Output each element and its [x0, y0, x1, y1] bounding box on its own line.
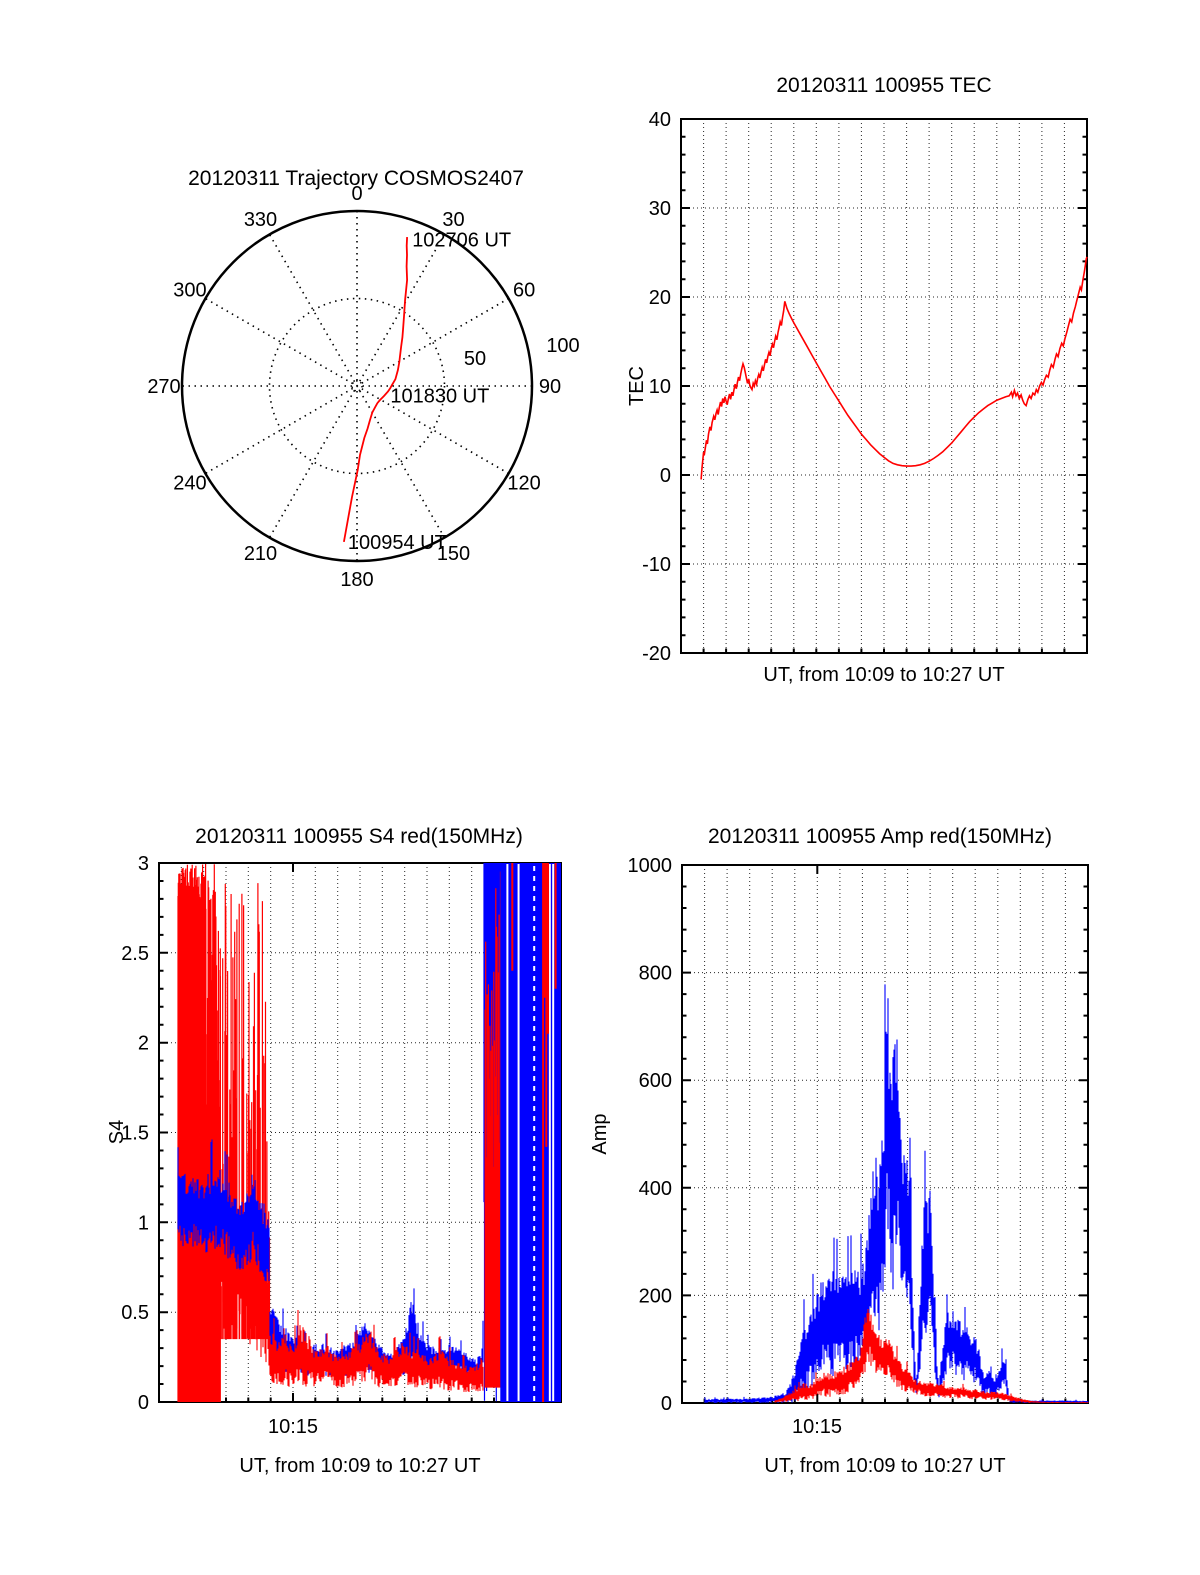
trajectory-render-layer: 0 30 60 90 120 150 180 210 240 270 300 330 50 100 1027… — [147, 183, 579, 591]
y-tick-label: 1 — [138, 1212, 149, 1234]
tec-title: 20120311 100955 TEC — [776, 74, 991, 97]
y-tick-label: -20 — [642, 643, 671, 665]
polar-angle-label: 0 — [351, 183, 362, 205]
y-tick-label: 400 — [639, 1178, 672, 1200]
s4-y-axis-label: S4 — [106, 1120, 128, 1144]
polar-angle-label: 330 — [244, 209, 277, 231]
amp-x-axis-label: UT, from 10:09 to 10:27 UT — [764, 1455, 1005, 1477]
red-vlines — [511, 863, 557, 1402]
red-noise-band — [269, 1310, 484, 1392]
amp-plot: 20120311 100955 Amp red(150MHz) Amp UT, … — [589, 825, 1089, 1477]
y-tick-label: 2 — [138, 1033, 149, 1055]
s4-title: 20120311 100955 S4 red(150MHz) — [195, 825, 523, 848]
amp-x-tick-label: 10:15 — [792, 1416, 842, 1438]
polar-grid-circle — [268, 297, 446, 475]
polar-angle-label: 240 — [173, 473, 206, 495]
y-tick-label: 30 — [649, 198, 671, 220]
polar-angle-label: 180 — [340, 569, 373, 591]
amp-render-layer: 0 200 400 600 800 1000 — [628, 855, 1089, 1415]
amp-y-axis-label: Amp — [589, 1113, 611, 1154]
y-tick-label: 200 — [639, 1285, 672, 1307]
trajectory-polar-plot: 20120311 Trajectory COSMOS2407 0 30 60 90 12… — [147, 167, 579, 591]
polar-angle-label: 60 — [513, 280, 535, 302]
grid-lines — [159, 863, 561, 1402]
s4-x-tick-label: 10:15 — [268, 1416, 318, 1438]
y-tick-label: 600 — [639, 1070, 672, 1092]
trajectory-time-annotation: 102706 UT — [412, 230, 511, 252]
red-noise-band — [774, 1309, 1089, 1403]
blue-noise-band — [704, 984, 1089, 1403]
axis-border — [680, 118, 1088, 654]
trajectory-time-annotation: 100954 UT — [348, 532, 447, 554]
y-tick-label: 2.5 — [121, 943, 149, 965]
axis-border — [681, 864, 1089, 1404]
polar-radius-label: 50 — [464, 348, 486, 370]
polar-angle-label: 150 — [437, 543, 470, 565]
grid-lines — [682, 865, 1088, 1403]
y-tick-label: 3 — [138, 853, 149, 875]
trajectory-time-annotation: 101830 UT — [390, 385, 489, 407]
red-spikes — [205, 864, 221, 1402]
s4-plot: 20120311 100955 S4 red(150MHz) S4 UT, fr… — [106, 825, 562, 1477]
polar-spokes — [182, 211, 532, 561]
polar-angle-label: 30 — [442, 209, 464, 231]
y-tick-label: 40 — [649, 109, 671, 131]
y-tick-label: 1.5 — [121, 1123, 149, 1145]
tec-x-axis-label: UT, from 10:09 to 10:27 UT — [763, 664, 1004, 686]
s4-render-layer: 0 0.5 1 1.5 2 2.5 3 — [121, 853, 562, 1414]
y-tick-label: 0 — [661, 1393, 672, 1415]
polar-center-circle — [351, 380, 363, 392]
red-spikes — [177, 864, 207, 1402]
polar-outer-circle — [180, 209, 534, 563]
trajectory-path — [343, 237, 409, 543]
y-tick-label: 0.5 — [121, 1302, 149, 1324]
y-tick-label: 0 — [138, 1392, 149, 1414]
polar-angle-label: 270 — [147, 376, 180, 398]
tec-render-layer: -20 -10 0 10 20 30 40 — [642, 109, 1088, 665]
y-tick-label: 1000 — [628, 855, 673, 877]
red-spikes — [484, 871, 502, 1388]
grid-lines — [681, 119, 1087, 653]
polar-angle-label: 300 — [173, 280, 206, 302]
tec-y-axis-label: TEC — [626, 366, 648, 406]
polar-angle-label: 90 — [539, 376, 561, 398]
y-tick-label: 800 — [639, 963, 672, 985]
y-tick-label: 10 — [649, 376, 671, 398]
y-tick-label: 20 — [649, 287, 671, 309]
y-tick-label: 0 — [660, 465, 671, 487]
trajectory-title: 20120311 Trajectory COSMOS2407 — [188, 167, 524, 190]
amp-title: 20120311 100955 Amp red(150MHz) — [708, 825, 1052, 848]
blue-noise-band — [177, 1139, 270, 1282]
tec-plot: 20120311 100955 TEC TEC UT, from 10:09 t… — [626, 74, 1088, 686]
polar-radius-label: 100 — [546, 335, 579, 357]
tec-line — [700, 256, 1088, 480]
polar-angle-label: 210 — [244, 543, 277, 565]
s4-x-axis-label: UT, from 10:09 to 10:27 UT — [239, 1455, 480, 1477]
polar-angle-label: 120 — [507, 473, 540, 495]
blue-fill-region — [500, 863, 561, 1402]
y-tick-label: -10 — [642, 554, 671, 576]
